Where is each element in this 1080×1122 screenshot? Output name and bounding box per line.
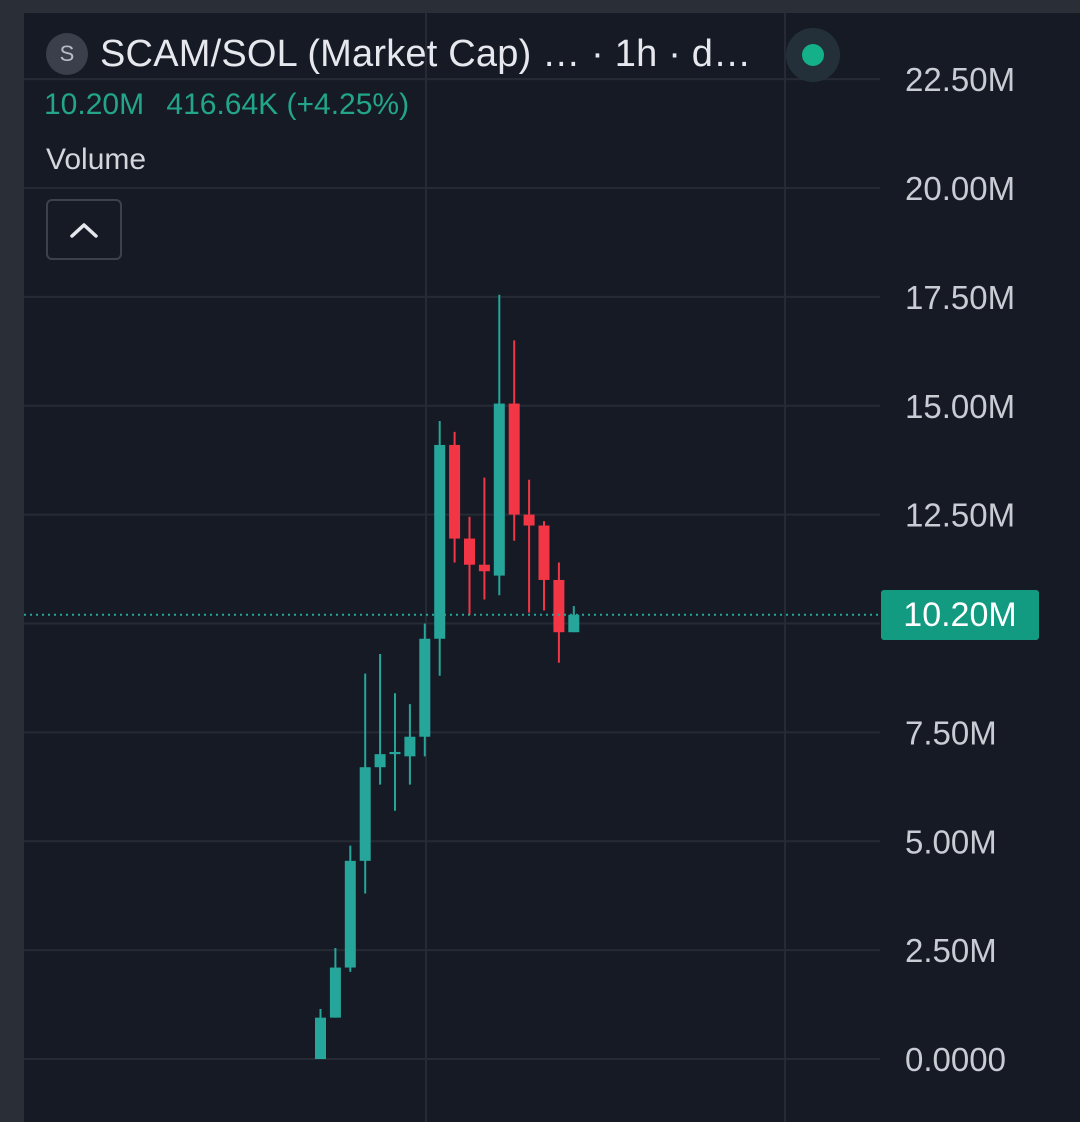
- candle-body: [329, 967, 341, 1018]
- candle[interactable]: [449, 431, 461, 563]
- candle-body: [389, 751, 401, 755]
- candle-body: [404, 736, 416, 757]
- y-axis-tick-label: 2.50M: [905, 932, 997, 969]
- candle[interactable]: [374, 653, 386, 785]
- y-axis-tick-label: 17.50M: [905, 279, 1015, 316]
- candle-body: [508, 403, 520, 515]
- chart-header: S SCAM/SOL (Market Cap) … · 1h · d…: [46, 32, 752, 75]
- candle-body: [419, 638, 431, 737]
- candle[interactable]: [344, 845, 356, 972]
- candle[interactable]: [329, 947, 341, 1018]
- candle-body: [568, 614, 580, 633]
- candle[interactable]: [568, 606, 580, 633]
- candle-body: [478, 564, 490, 572]
- candle[interactable]: [523, 479, 535, 613]
- candle[interactable]: [508, 340, 520, 541]
- volume-indicator-label[interactable]: Volume: [46, 143, 147, 176]
- symbol-badge[interactable]: S: [46, 33, 88, 75]
- chart-panel: [24, 13, 1080, 1122]
- y-axis-tick-label: 15.00M: [905, 388, 1015, 425]
- candle[interactable]: [359, 673, 371, 894]
- candles: [315, 294, 580, 1059]
- candle[interactable]: [434, 420, 446, 676]
- candle[interactable]: [478, 477, 490, 600]
- live-status-icon: [802, 44, 824, 66]
- last-price-tag: 10.20M: [881, 590, 1039, 640]
- candle-body: [374, 754, 386, 768]
- change-value: 416.64K (+4.25%): [166, 88, 410, 121]
- candle[interactable]: [315, 1008, 326, 1059]
- last-value: 10.20M: [44, 88, 145, 121]
- candle[interactable]: [538, 521, 550, 611]
- candle-body: [359, 767, 371, 861]
- candle-body: [344, 860, 356, 968]
- candle[interactable]: [553, 562, 565, 663]
- market-status-button[interactable]: [786, 28, 840, 82]
- candle-body: [434, 444, 446, 639]
- candle[interactable]: [493, 294, 505, 596]
- candle[interactable]: [404, 704, 416, 785]
- candle[interactable]: [389, 693, 401, 811]
- y-axis-tick-label: 22.50M: [905, 61, 1015, 98]
- collapse-indicators-button[interactable]: [46, 199, 122, 260]
- candle-body: [315, 1017, 326, 1059]
- grid-lines: [24, 78, 880, 1060]
- quote-line: 10.20M 416.64K (+4.25%): [44, 88, 423, 122]
- y-axis-tick-label: 5.00M: [905, 823, 997, 860]
- candle[interactable]: [419, 623, 431, 757]
- y-axis-tick-label: 12.50M: [905, 497, 1015, 534]
- candle-body: [493, 403, 505, 576]
- candle-body: [553, 579, 565, 633]
- y-axis-tick-label: 7.50M: [905, 714, 997, 751]
- candle-body: [538, 525, 550, 580]
- candle[interactable]: [464, 516, 475, 615]
- y-axis-tick-label: 0.0000: [905, 1041, 1006, 1078]
- chevron-up-icon: [70, 222, 98, 238]
- candle-body: [523, 514, 535, 526]
- candle-body: [464, 538, 475, 565]
- candle-body: [449, 444, 461, 539]
- y-axis-tick-label: 20.00M: [905, 170, 1015, 207]
- chart-title[interactable]: SCAM/SOL (Market Cap) … · 1h · d…: [100, 32, 752, 75]
- price-axis: 0.0000 2.50M 5.00M 7.50M 12.50M 15.00M 17.50M 2…: [905, 61, 1015, 1078]
